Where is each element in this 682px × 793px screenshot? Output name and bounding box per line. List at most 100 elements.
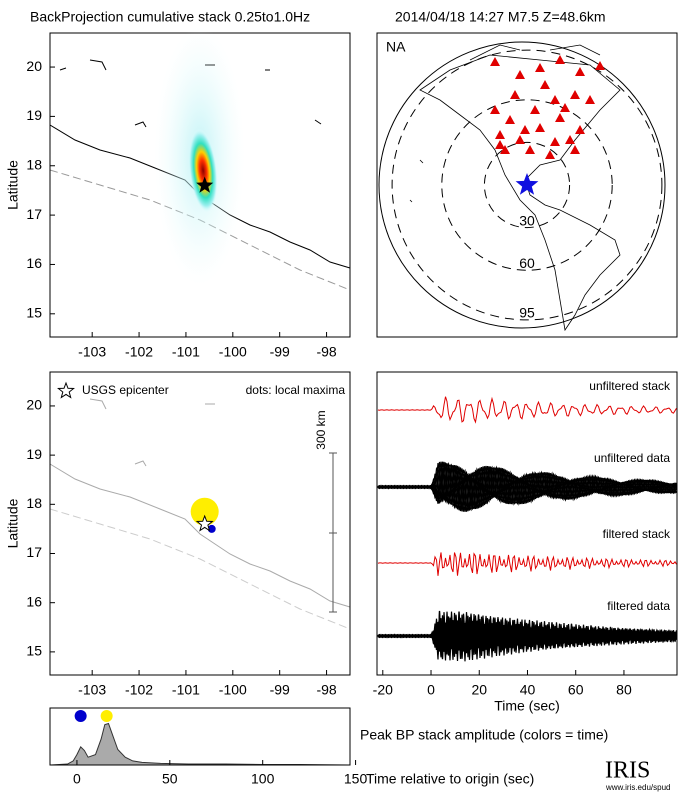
distance-ring (441, 99, 613, 271)
energy-blob (188, 128, 218, 213)
note: dots: local maxima (246, 383, 346, 397)
x-tick-label: 50 (162, 771, 178, 787)
event-info: 2014/04/18 14:27 M7.5 Z=48.6km (395, 9, 606, 25)
station (560, 103, 570, 112)
station (515, 135, 525, 144)
station (545, 150, 555, 159)
x-tick-label: -102 (125, 344, 153, 360)
epicenter (195, 514, 214, 532)
panel-label: Peak BP stack amplitude (colors = time) (360, 727, 608, 743)
x-tick-label: -99 (270, 682, 290, 698)
trace-label: filtered data (607, 599, 670, 613)
station (555, 55, 565, 64)
data-trace (377, 461, 677, 512)
scale-label: 300 km (314, 410, 328, 449)
station (515, 70, 525, 79)
x-tick-label: 20 (471, 682, 487, 698)
logo-url: www.iris.edu/spud (605, 783, 670, 792)
region-label: NA (386, 39, 406, 55)
x-tick-label: 80 (616, 682, 632, 698)
y-tick-label: 19 (26, 446, 42, 462)
x-tick-label: -101 (172, 344, 200, 360)
x-tick-label: -101 (172, 682, 200, 698)
station (575, 67, 585, 76)
y-tick-label: 18 (26, 495, 42, 511)
axes-frame (376, 32, 678, 338)
x-tick-label: 60 (568, 682, 584, 698)
station (505, 115, 515, 124)
x-tick-label: 0 (73, 771, 81, 787)
x-tick-label: -98 (316, 682, 336, 698)
x-tick-label: -99 (270, 344, 290, 360)
polar-map-land (409, 44, 621, 332)
x-tick-label: 100 (251, 771, 275, 787)
ring-label: 30 (519, 212, 535, 228)
axes-frame (49, 707, 351, 766)
x-tick-label: 0 (427, 682, 435, 698)
x-tick-label: -98 (316, 344, 336, 360)
station (530, 105, 540, 114)
y-tick-label: 15 (26, 643, 42, 659)
globe (378, 41, 666, 329)
trace-label: filtered stack (603, 527, 671, 541)
title: BackProjection cumulative stack 0.25to1.… (30, 9, 310, 25)
epicenter (196, 176, 214, 193)
station (550, 137, 560, 146)
x-tick-label: -100 (219, 344, 247, 360)
station (500, 145, 510, 154)
station (490, 105, 500, 114)
y-tick-label: 20 (26, 58, 42, 74)
coast-bottom (49, 398, 351, 630)
logo: IRIS (605, 758, 650, 784)
y-tick-label: 16 (26, 593, 42, 609)
station (585, 95, 595, 104)
y-tick-label: 17 (26, 544, 42, 560)
trace-label: unfiltered data (594, 451, 670, 465)
station (565, 135, 575, 144)
station (555, 113, 565, 122)
y-tick-label: 17 (26, 206, 42, 222)
ring-label: 60 (519, 255, 535, 271)
x-tick-label: 40 (520, 682, 536, 698)
x-tick-label: -103 (78, 682, 106, 698)
epicenter (515, 173, 539, 195)
legend-label: USGS epicenter (82, 383, 169, 397)
y-tick-label: 15 (26, 305, 42, 321)
station (540, 80, 550, 89)
station (525, 145, 535, 154)
station (510, 90, 520, 99)
distance-ring (483, 141, 571, 229)
y-axis-label: Latitude (5, 498, 21, 548)
x-axis-label: Time relative to origin (sec) (366, 771, 534, 787)
stack-trace (377, 552, 677, 576)
data-trace (377, 610, 678, 660)
station (550, 95, 560, 104)
x-axis-label: Time (sec) (494, 698, 560, 714)
x-tick-label: 150 (344, 771, 368, 787)
station (535, 123, 545, 132)
x-tick-label: -103 (78, 344, 106, 360)
station (535, 63, 545, 72)
local-maximum (190, 497, 219, 526)
x-tick-label: -102 (125, 682, 153, 698)
station (495, 130, 505, 139)
x-tick-label: -20 (373, 682, 393, 698)
y-tick-label: 16 (26, 255, 42, 271)
station (570, 145, 580, 154)
x-tick-label: -100 (219, 682, 247, 698)
amplitude-area (50, 722, 349, 766)
trace-label: unfiltered stack (589, 379, 671, 393)
legend-star (57, 381, 75, 399)
stack-trace (377, 396, 677, 424)
station (595, 61, 605, 70)
y-tick-label: 18 (26, 156, 42, 172)
station (495, 140, 505, 149)
station (575, 125, 585, 134)
station (520, 125, 530, 134)
maximum-dot (100, 710, 113, 722)
y-axis-label: Latitude (5, 160, 21, 210)
distance-ring (391, 49, 663, 321)
station (490, 57, 500, 66)
y-tick-label: 19 (26, 107, 42, 123)
